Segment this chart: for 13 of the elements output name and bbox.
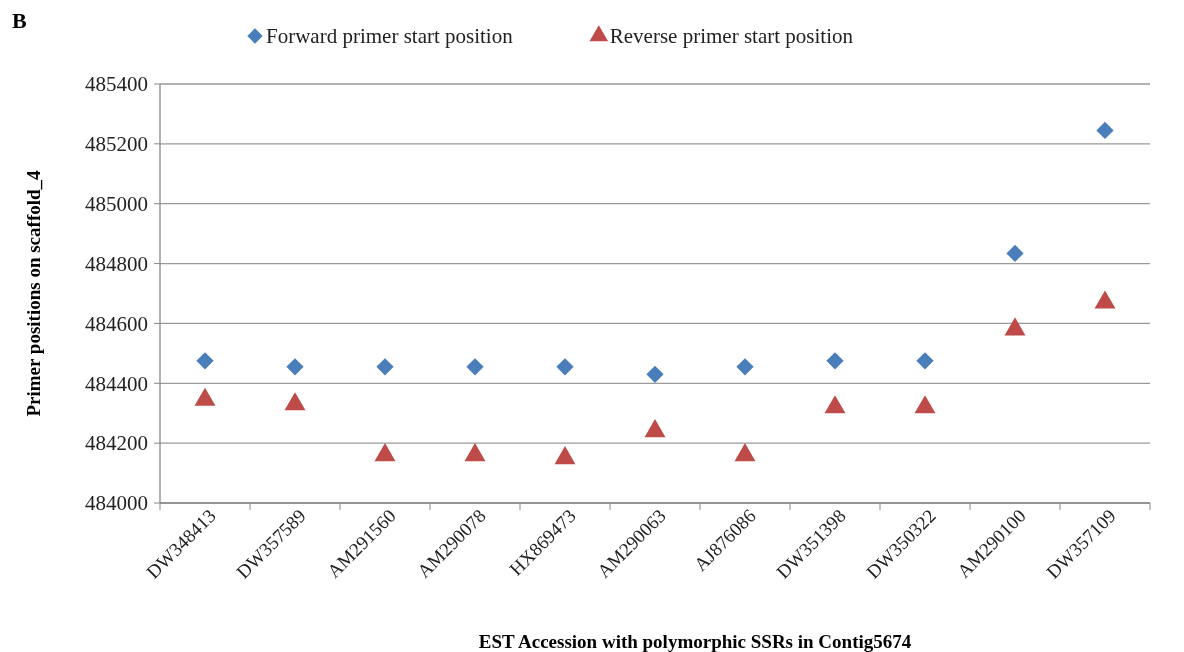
legend-label: Forward primer start position <box>266 24 514 48</box>
y-tick-label: 484400 <box>85 371 148 396</box>
y-tick-label: 485000 <box>85 192 148 217</box>
y-tick-label: 485400 <box>85 72 148 97</box>
legend-label: Reverse primer start position <box>609 24 854 48</box>
y-tick-label: 484200 <box>85 431 148 456</box>
y-tick-label: 484800 <box>85 251 148 276</box>
y-axis-title: Primer positions on scaffold_4 <box>23 169 44 417</box>
text: B <box>12 8 27 33</box>
y-tick-label: 484000 <box>85 491 148 516</box>
y-tick-label: 484600 <box>85 311 148 336</box>
y-tick-label: 485200 <box>85 132 148 157</box>
x-axis-title: EST Accession with polymorphic SSRs in Contig5674 <box>478 631 912 652</box>
